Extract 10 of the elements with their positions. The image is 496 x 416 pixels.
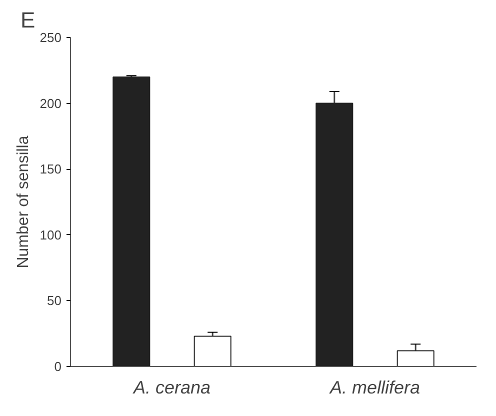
y-tick-label: 50: [47, 293, 62, 308]
y-tick-label: 150: [40, 162, 62, 177]
x-tick-label: A. mellifera: [328, 378, 420, 398]
chart-title: E: [20, 8, 36, 32]
y-tick-label: 0: [54, 359, 62, 374]
y-tick-label: 100: [40, 227, 62, 242]
y-tick-label: 250: [40, 30, 62, 45]
y-axis-title: Number of sensilla: [14, 136, 32, 268]
y-tick-label: 200: [40, 96, 62, 111]
x-tick-label: A. cerana: [132, 378, 211, 398]
